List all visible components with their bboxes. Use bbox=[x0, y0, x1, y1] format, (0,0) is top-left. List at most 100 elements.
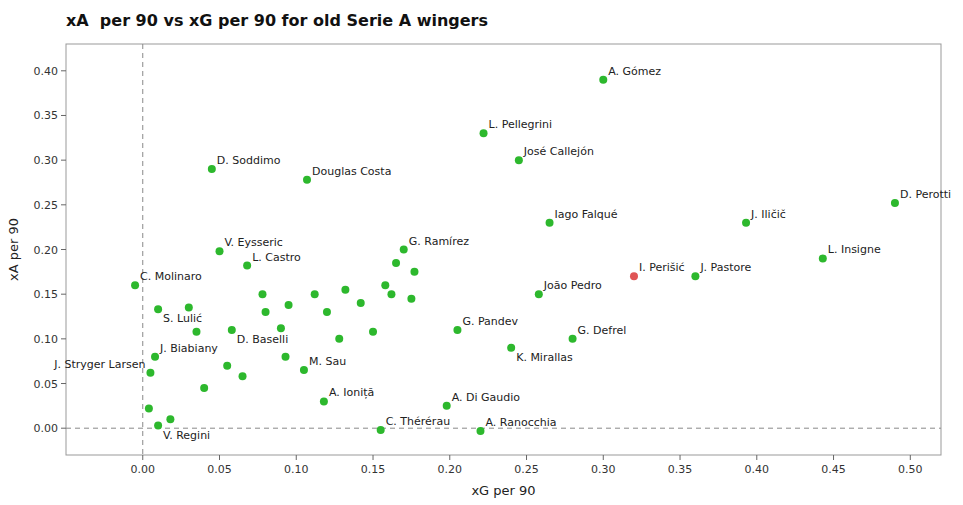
point bbox=[208, 165, 216, 173]
point bbox=[535, 290, 543, 298]
y-tick bbox=[61, 249, 66, 250]
point-label: C. Molinaro bbox=[140, 270, 202, 283]
y-tick-label: 0.10 bbox=[34, 333, 59, 346]
reference-line bbox=[142, 44, 143, 455]
point-label: D. Baselli bbox=[237, 333, 288, 346]
point-label: Iago Falqué bbox=[555, 208, 618, 221]
plot-frame bbox=[66, 44, 941, 455]
x-axis-label: xG per 90 bbox=[471, 483, 535, 498]
point bbox=[691, 272, 699, 280]
point-label: G. Defrel bbox=[578, 324, 627, 337]
point bbox=[515, 156, 523, 164]
point bbox=[387, 290, 395, 298]
point bbox=[410, 268, 418, 276]
x-tick bbox=[833, 455, 834, 460]
point-label: A. Ioniță bbox=[329, 386, 374, 399]
chart: 0.000.050.100.150.200.250.300.350.400.45… bbox=[0, 0, 963, 505]
point bbox=[216, 247, 224, 255]
point bbox=[341, 286, 349, 294]
point bbox=[819, 254, 827, 262]
y-tick bbox=[61, 115, 66, 116]
point bbox=[145, 405, 153, 413]
point-label: A. Ranocchia bbox=[485, 416, 556, 429]
x-tick bbox=[449, 455, 450, 460]
point bbox=[443, 402, 451, 410]
point bbox=[243, 262, 251, 270]
y-tick-label: 0.40 bbox=[34, 65, 59, 78]
point-label: L. Pellegrini bbox=[489, 118, 553, 131]
x-tick-label: 0.25 bbox=[514, 463, 539, 476]
y-tick-label: 0.30 bbox=[34, 154, 59, 167]
y-tick bbox=[61, 70, 66, 71]
point-label: S. Lulić bbox=[163, 312, 202, 325]
x-tick-label: 0.00 bbox=[131, 463, 156, 476]
x-tick bbox=[910, 455, 911, 460]
point bbox=[154, 422, 162, 430]
x-tick bbox=[603, 455, 604, 460]
point-label: L. Castro bbox=[252, 251, 301, 264]
y-tick bbox=[61, 294, 66, 295]
point bbox=[228, 326, 236, 334]
x-tick-label: 0.45 bbox=[821, 463, 846, 476]
point bbox=[891, 199, 899, 207]
point bbox=[369, 328, 377, 336]
y-tick bbox=[61, 338, 66, 339]
point bbox=[453, 326, 461, 334]
point bbox=[303, 176, 311, 184]
x-tick bbox=[296, 455, 297, 460]
point bbox=[151, 353, 159, 361]
point bbox=[146, 369, 154, 377]
y-tick bbox=[61, 428, 66, 429]
point bbox=[131, 281, 139, 289]
point bbox=[192, 328, 200, 336]
y-tick bbox=[61, 204, 66, 205]
x-tick-label: 0.40 bbox=[745, 463, 770, 476]
point bbox=[480, 129, 488, 137]
y-tick bbox=[61, 383, 66, 384]
point-label: D. Soddimo bbox=[217, 154, 281, 167]
point bbox=[546, 219, 554, 227]
point bbox=[166, 415, 174, 423]
x-tick bbox=[373, 455, 374, 460]
y-tick-label: 0.00 bbox=[34, 422, 59, 435]
x-tick-label: 0.10 bbox=[284, 463, 309, 476]
point bbox=[400, 246, 408, 254]
point bbox=[599, 76, 607, 84]
point-label: Douglas Costa bbox=[312, 165, 391, 178]
point-label: M. Sau bbox=[309, 355, 346, 368]
point bbox=[320, 397, 328, 405]
point-label: C. Thérérau bbox=[386, 415, 450, 428]
y-tick-label: 0.20 bbox=[34, 244, 59, 257]
x-tick-label: 0.05 bbox=[207, 463, 232, 476]
point bbox=[311, 290, 319, 298]
point-label: K. Mirallas bbox=[516, 351, 573, 364]
point bbox=[357, 299, 365, 307]
x-tick bbox=[756, 455, 757, 460]
point-label: A. Di Gaudio bbox=[452, 391, 521, 404]
point bbox=[200, 384, 208, 392]
title: xA per 90 vs xG per 90 for old Serie A w… bbox=[66, 11, 488, 30]
point-label: L. Insigne bbox=[828, 243, 881, 256]
point-label: J. Pastore bbox=[699, 261, 751, 274]
point bbox=[300, 366, 308, 374]
x-tick bbox=[526, 455, 527, 460]
point-label: D. Perotti bbox=[900, 188, 951, 201]
x-tick-label: 0.35 bbox=[668, 463, 693, 476]
point bbox=[476, 427, 484, 435]
plot-area bbox=[66, 44, 941, 455]
point bbox=[407, 295, 415, 303]
x-tick-label: 0.30 bbox=[591, 463, 616, 476]
x-tick bbox=[680, 455, 681, 460]
x-tick bbox=[142, 455, 143, 460]
point-label: J. Iličič bbox=[750, 208, 786, 221]
point bbox=[282, 353, 290, 361]
point bbox=[377, 426, 385, 434]
point bbox=[262, 308, 270, 316]
point-label: J. Stryger Larsen bbox=[53, 358, 145, 371]
point-label: J. Biabiany bbox=[159, 342, 218, 355]
y-axis-label: xA per 90 bbox=[6, 218, 21, 281]
point bbox=[742, 219, 750, 227]
point bbox=[223, 362, 231, 370]
point bbox=[239, 372, 247, 380]
x-tick-label: 0.20 bbox=[438, 463, 463, 476]
